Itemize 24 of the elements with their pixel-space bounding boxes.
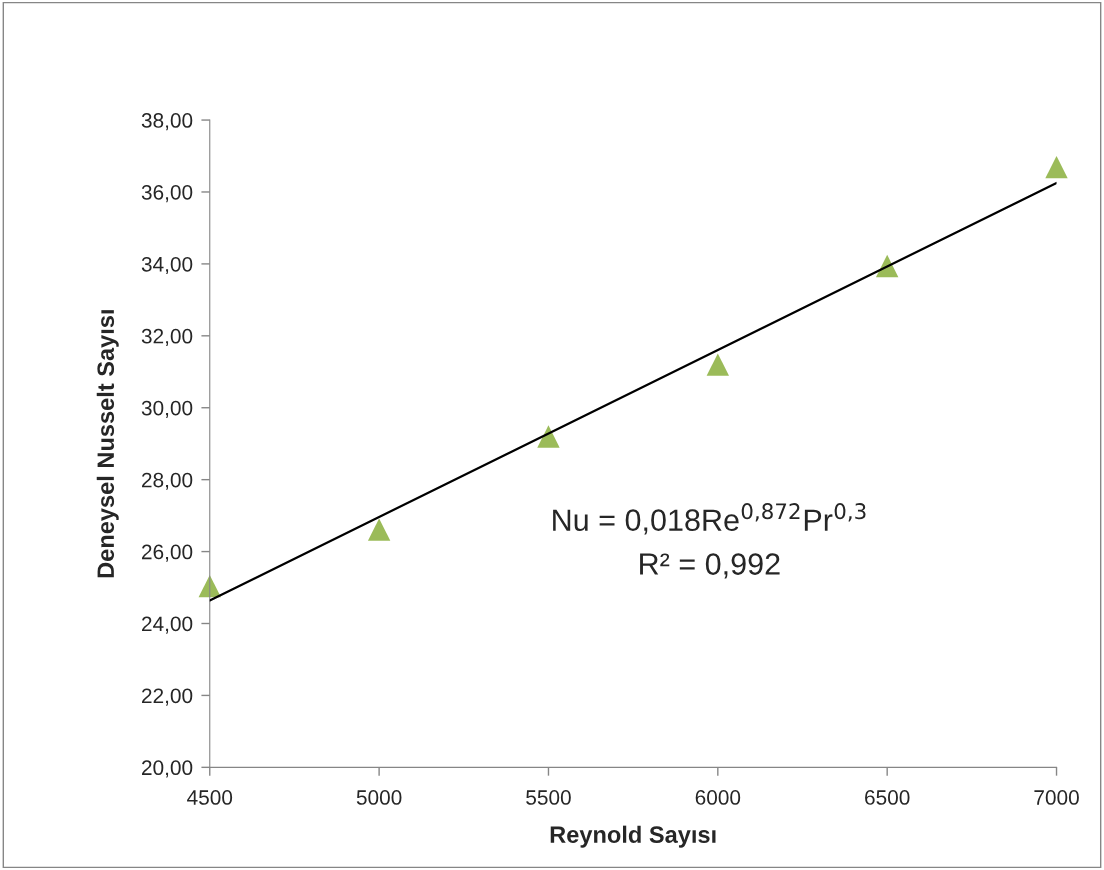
y-tick-label: 26,00 bbox=[142, 544, 193, 562]
point bbox=[706, 353, 730, 376]
y-tick-label: 32,00 bbox=[141, 328, 193, 347]
y-tick-label: 34,00 bbox=[141, 256, 193, 275]
y-tick-label: 20,00 bbox=[142, 760, 193, 778]
y-tick-label: 30,00 bbox=[141, 400, 193, 418]
point bbox=[1045, 155, 1068, 179]
y-tick-label: 38,00 bbox=[141, 113, 193, 131]
y-tick-label: 36,00 bbox=[141, 184, 193, 203]
annotation: R² = 0,992 bbox=[640, 553, 780, 579]
y-tick-label: 24,00 bbox=[142, 616, 193, 634]
x-tick-label: 6500 bbox=[865, 790, 910, 805]
x-tick-label: 5000 bbox=[356, 790, 402, 805]
x-tick-label: 4500 bbox=[187, 790, 233, 805]
point bbox=[537, 425, 560, 448]
x-axis-title: Reynold Sayısı bbox=[550, 825, 716, 848]
x-tick-label: 5500 bbox=[526, 790, 571, 805]
x-tick-label: 6000 bbox=[695, 790, 741, 805]
x-tick-label: 7000 bbox=[1034, 790, 1079, 805]
annotation: Nu = 0,018Re$^{0,872}$Pr$^{0,3}$ bbox=[553, 503, 866, 535]
y-tick-label: 28,00 bbox=[142, 472, 193, 490]
point bbox=[367, 518, 391, 541]
y-tick-label: 22,00 bbox=[142, 688, 193, 706]
y-axis-title: Deneysel Nusselt Sayısı bbox=[96, 310, 119, 578]
